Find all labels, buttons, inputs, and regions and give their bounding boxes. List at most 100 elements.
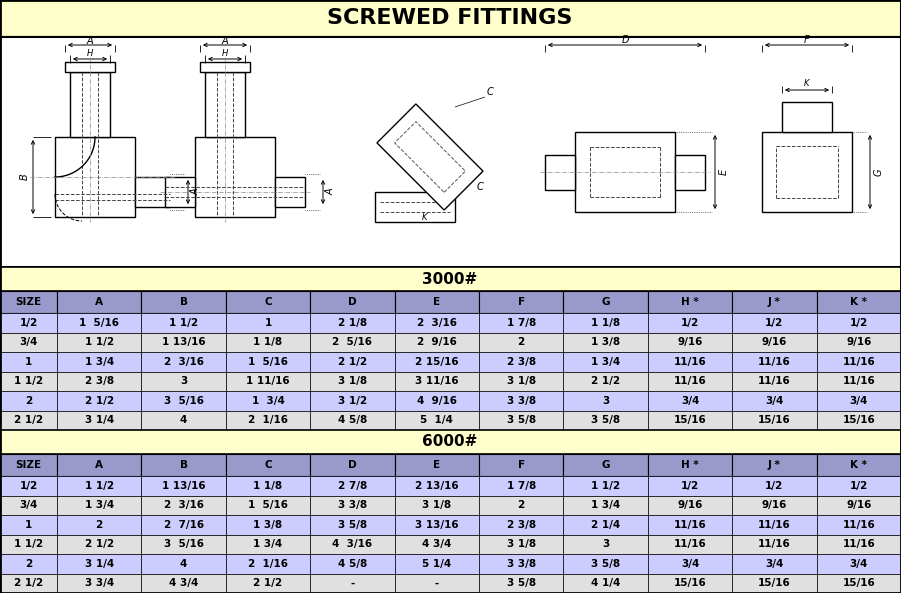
Bar: [0, 454, 57, 476]
Bar: [165, 177, 195, 207]
Bar: [141, 515, 226, 534]
Bar: [648, 515, 733, 534]
Bar: [310, 410, 395, 430]
Bar: [226, 515, 310, 534]
Text: 1 1/2: 1 1/2: [85, 481, 114, 491]
Bar: [205, 72, 245, 137]
Text: 11/16: 11/16: [674, 357, 706, 366]
Bar: [816, 333, 901, 352]
Text: 11/16: 11/16: [758, 357, 791, 366]
Bar: [816, 573, 901, 593]
Bar: [545, 155, 575, 190]
Bar: [648, 371, 733, 391]
Text: A: A: [96, 297, 104, 307]
Bar: [733, 313, 816, 333]
Bar: [57, 454, 141, 476]
Text: 3000#: 3000#: [423, 272, 478, 286]
Text: 15/16: 15/16: [674, 578, 706, 588]
Bar: [816, 352, 901, 371]
Text: 1  5/16: 1 5/16: [248, 500, 288, 510]
Text: 3 3/8: 3 3/8: [338, 500, 367, 510]
Text: 1: 1: [264, 318, 271, 328]
Text: 3/4: 3/4: [765, 559, 784, 569]
Bar: [479, 454, 563, 476]
Text: K: K: [805, 79, 810, 88]
Text: 11/16: 11/16: [842, 357, 875, 366]
Bar: [226, 333, 310, 352]
Bar: [57, 313, 141, 333]
Text: D: D: [348, 297, 357, 307]
Text: A: A: [191, 189, 201, 195]
Bar: [57, 391, 141, 410]
Text: K: K: [423, 212, 428, 222]
Text: 2 1/2: 2 1/2: [14, 578, 43, 588]
Bar: [563, 454, 648, 476]
Text: 3 1/2: 3 1/2: [338, 396, 367, 406]
Bar: [395, 496, 479, 515]
Bar: [395, 515, 479, 534]
Text: F: F: [518, 460, 524, 470]
Bar: [648, 291, 733, 313]
Bar: [0, 515, 57, 534]
Bar: [310, 291, 395, 313]
Bar: [733, 352, 816, 371]
Text: 4 3/4: 4 3/4: [168, 578, 198, 588]
Bar: [479, 496, 563, 515]
Bar: [648, 454, 733, 476]
Bar: [141, 291, 226, 313]
Bar: [816, 534, 901, 554]
Bar: [0, 333, 57, 352]
Text: 1  3/4: 1 3/4: [251, 396, 285, 406]
Text: 3  5/16: 3 5/16: [164, 539, 204, 549]
Bar: [0, 371, 57, 391]
Text: 1 1/8: 1 1/8: [253, 481, 283, 491]
Bar: [226, 573, 310, 593]
Bar: [310, 313, 395, 333]
Bar: [395, 554, 479, 573]
Polygon shape: [377, 104, 483, 210]
Bar: [141, 333, 226, 352]
Text: 2 1/2: 2 1/2: [591, 376, 620, 386]
Bar: [310, 534, 395, 554]
Bar: [395, 573, 479, 593]
Bar: [0, 391, 57, 410]
Text: 9/16: 9/16: [846, 337, 871, 347]
Text: 1 7/8: 1 7/8: [506, 481, 536, 491]
Bar: [733, 573, 816, 593]
Text: 2 1/2: 2 1/2: [14, 415, 43, 425]
Bar: [816, 391, 901, 410]
Text: 1 3/8: 1 3/8: [253, 519, 283, 530]
Text: 11/16: 11/16: [758, 539, 791, 549]
Text: 11/16: 11/16: [842, 376, 875, 386]
Bar: [0, 476, 57, 496]
Bar: [648, 313, 733, 333]
Bar: [395, 476, 479, 496]
Bar: [57, 333, 141, 352]
Bar: [141, 496, 226, 515]
Bar: [648, 476, 733, 496]
Bar: [0, 37, 901, 267]
Bar: [675, 155, 705, 190]
Text: 11/16: 11/16: [674, 376, 706, 386]
Bar: [563, 291, 648, 313]
Text: 11/16: 11/16: [758, 376, 791, 386]
Bar: [310, 496, 395, 515]
Bar: [0, 0, 901, 37]
Text: 3 3/8: 3 3/8: [506, 396, 536, 406]
Text: 2 1/4: 2 1/4: [591, 519, 620, 530]
Text: 3 3/8: 3 3/8: [506, 559, 536, 569]
Text: 3 3/4: 3 3/4: [85, 578, 114, 588]
Text: 4: 4: [180, 559, 187, 569]
Text: 3 1/8: 3 1/8: [506, 376, 536, 386]
Text: C: C: [487, 87, 494, 97]
Text: C: C: [477, 182, 483, 192]
Bar: [0, 573, 57, 593]
Text: 1/2: 1/2: [681, 318, 699, 328]
Bar: [563, 333, 648, 352]
Text: H *: H *: [681, 297, 699, 307]
Text: 2 15/16: 2 15/16: [415, 357, 459, 366]
Text: 4 5/8: 4 5/8: [338, 559, 367, 569]
Bar: [141, 391, 226, 410]
Bar: [0, 291, 57, 313]
Text: H: H: [86, 49, 93, 59]
